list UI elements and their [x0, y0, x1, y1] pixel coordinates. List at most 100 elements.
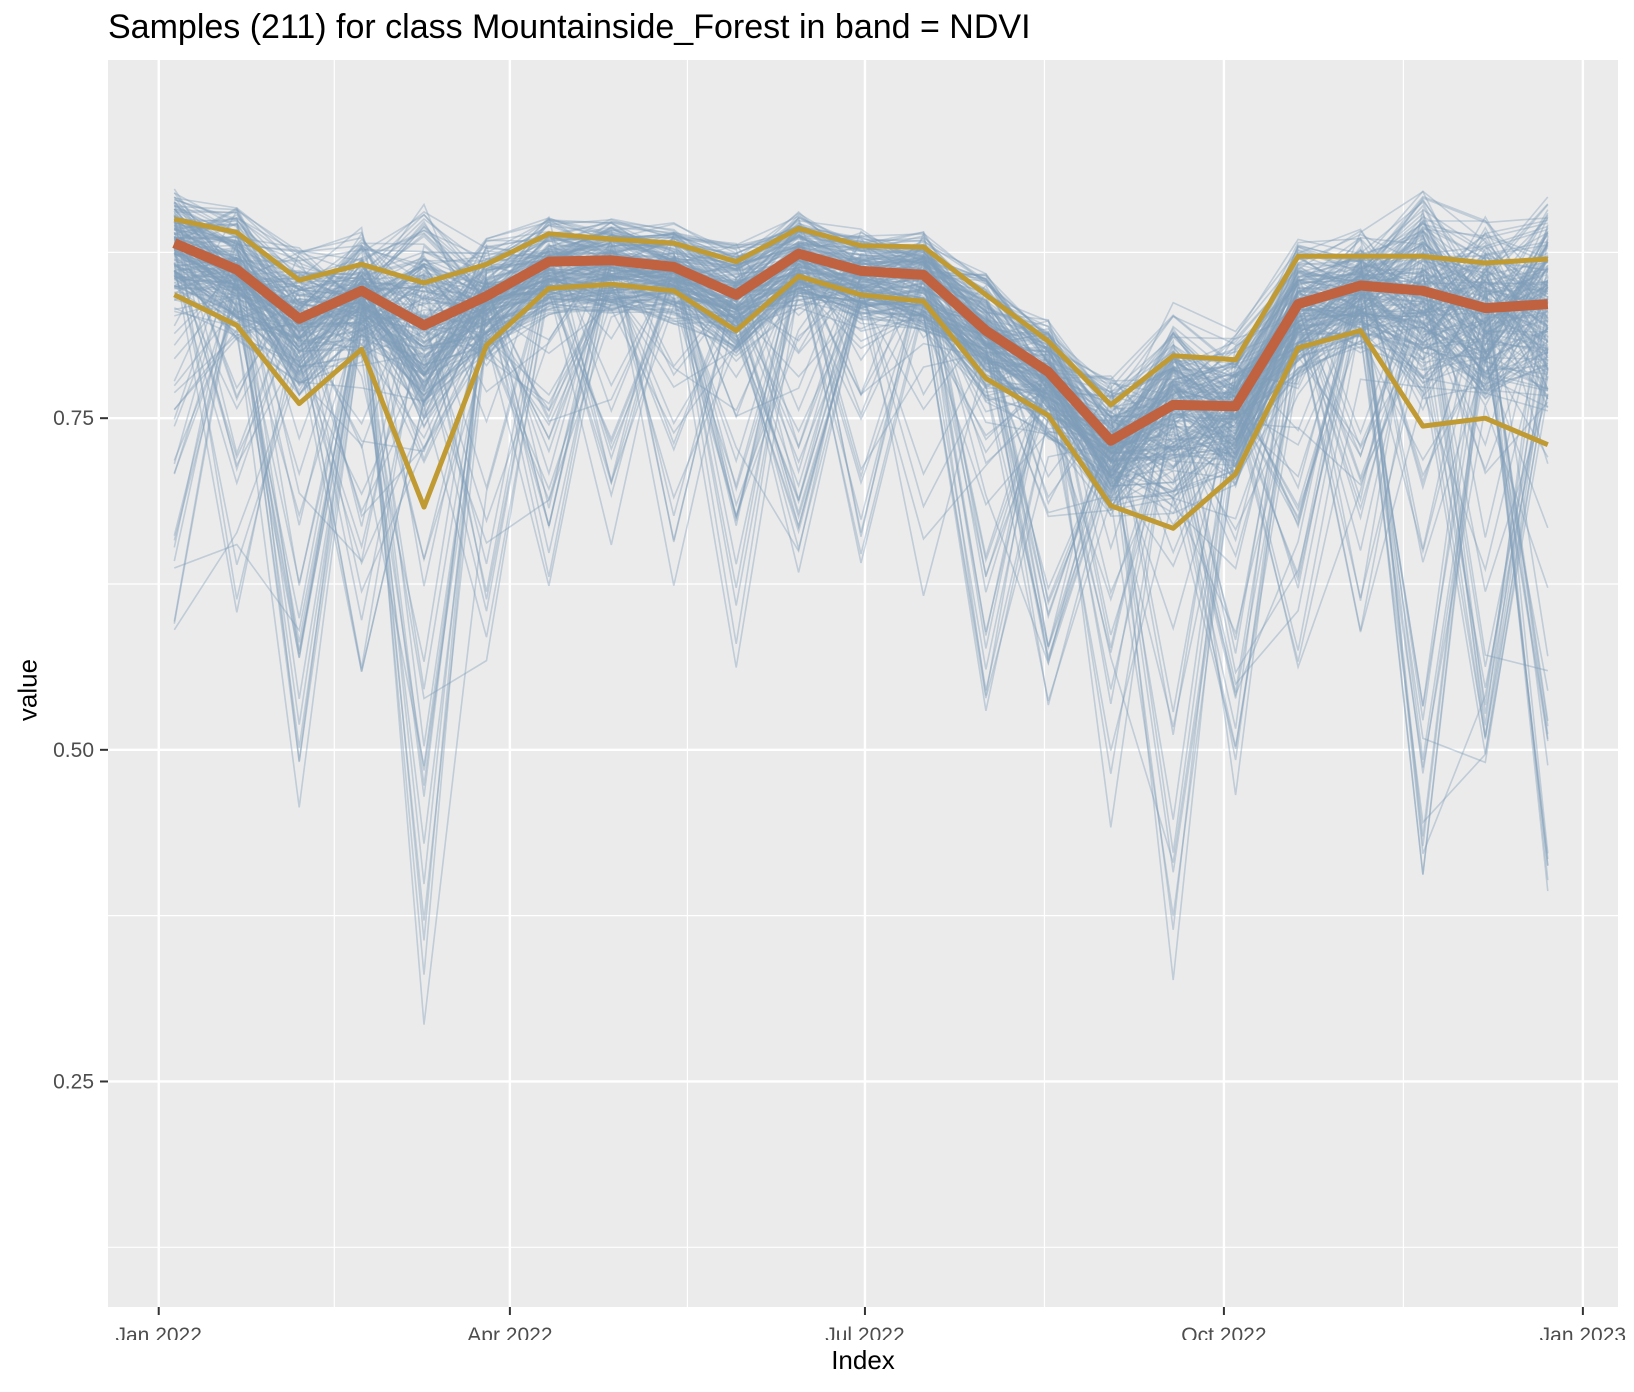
sample-line: [173, 247, 1549, 735]
sample-line: [174, 234, 1549, 667]
chart-title: Samples (211) for class Mountainside_For…: [108, 8, 1031, 46]
sample-line: [173, 269, 1549, 668]
sample-line: [173, 237, 1549, 485]
sample-line: [173, 215, 1549, 729]
x-tick-label: Apr 2022: [467, 1324, 552, 1340]
median-line-group: [172, 238, 1549, 446]
sample-line: [173, 264, 1549, 670]
y-axis: 0.25 0.50 0.75: [53, 407, 108, 1093]
sample-line: [173, 230, 1549, 430]
sample-line: [173, 233, 1549, 603]
sample-line: [174, 202, 1549, 586]
sample-line: [173, 279, 1549, 767]
sample-line: [174, 248, 1549, 465]
sample-line: [174, 270, 1549, 586]
sample-line: [173, 196, 1549, 454]
sample-line: [173, 245, 1549, 875]
grid-minor: [108, 60, 1618, 1307]
x-tick-label: Oct 2022: [1181, 1324, 1266, 1340]
sample-line: [174, 214, 1549, 599]
sample-line: [173, 246, 1549, 761]
sample-line: [173, 209, 1549, 847]
sample-line: [174, 258, 1549, 747]
sample-line: [173, 237, 1548, 450]
sample-line: [173, 247, 1549, 771]
sample-line: [173, 257, 1549, 507]
sample-line: [173, 224, 1548, 930]
sample-line: [173, 215, 1549, 486]
sample-line: [174, 215, 1549, 763]
sample-line: [173, 235, 1549, 488]
sample-line: [173, 208, 1549, 820]
sample-line: [173, 238, 1549, 509]
sample-line: [174, 221, 1549, 403]
sample-line: [174, 251, 1549, 489]
sample-line: [174, 243, 1549, 844]
sample-line: [173, 218, 1549, 747]
sample-line: [174, 224, 1549, 477]
sample-line: [173, 236, 1549, 691]
sample-line: [174, 255, 1549, 517]
sample-line: [174, 224, 1549, 533]
sample-line: [173, 208, 1549, 1025]
sample-line: [174, 232, 1549, 666]
sample-line: [174, 267, 1549, 672]
plot-area: Jan 2022 Apr 2022 Jul 2022 Oct 2022 Jan 2023…: [53, 60, 1626, 1340]
y-tick-label: 0.50: [53, 739, 94, 762]
sample-line: [173, 263, 1549, 860]
lower-quantile-line: [173, 273, 1549, 531]
sample-line: [174, 226, 1549, 837]
sample-line: [173, 229, 1549, 670]
sample-line: [174, 268, 1549, 691]
sample-line: [173, 250, 1549, 443]
sample-line: [173, 236, 1549, 462]
sample-line: [174, 260, 1549, 571]
sample-line: [173, 204, 1549, 526]
sample-line: [173, 263, 1548, 631]
sample-line: [173, 214, 1549, 499]
sample-line: [173, 199, 1548, 543]
sample-line: [173, 215, 1549, 490]
sample-line: [173, 214, 1549, 661]
sample-line: [173, 243, 1549, 631]
y-tick-label: 0.75: [53, 407, 94, 430]
sample-line: [173, 262, 1549, 612]
sample-line: [173, 243, 1548, 725]
sample-line: [174, 252, 1548, 700]
sample-line: [173, 207, 1549, 713]
sample-line: [174, 282, 1549, 825]
sample-line: [173, 241, 1549, 737]
sample-line: [173, 234, 1549, 620]
sample-line: [173, 219, 1549, 728]
sample-line: [173, 256, 1549, 478]
quantile-lines: [173, 216, 1549, 531]
sample-line: [173, 241, 1549, 480]
sample-line: [173, 221, 1549, 517]
sample-line: [173, 214, 1549, 600]
sample-line: [173, 254, 1549, 693]
sample-line: [174, 264, 1549, 675]
sample-line: [173, 239, 1549, 492]
sample-line: [174, 229, 1549, 651]
sample-line: [173, 235, 1548, 456]
sample-line: [174, 233, 1549, 477]
sample-line: [173, 232, 1548, 501]
sample-line: [173, 251, 1549, 854]
sample-line: [174, 278, 1549, 471]
sample-line: [174, 228, 1549, 690]
sample-line: [173, 249, 1549, 532]
sample-line: [174, 222, 1549, 975]
sample-line: [173, 235, 1549, 726]
sample-line: [174, 250, 1548, 606]
sample-line: [174, 277, 1549, 619]
upper-quantile-line: [173, 216, 1548, 408]
sample-line: [173, 192, 1549, 721]
sample-line: [173, 190, 1548, 588]
x-axis-title: Index: [831, 1345, 895, 1375]
sample-line: [174, 240, 1549, 742]
y-axis-title: value: [12, 658, 43, 722]
sample-line: [173, 242, 1549, 462]
sample-line: [173, 247, 1548, 468]
sample-line: [174, 259, 1549, 564]
sample-line: [173, 208, 1549, 854]
